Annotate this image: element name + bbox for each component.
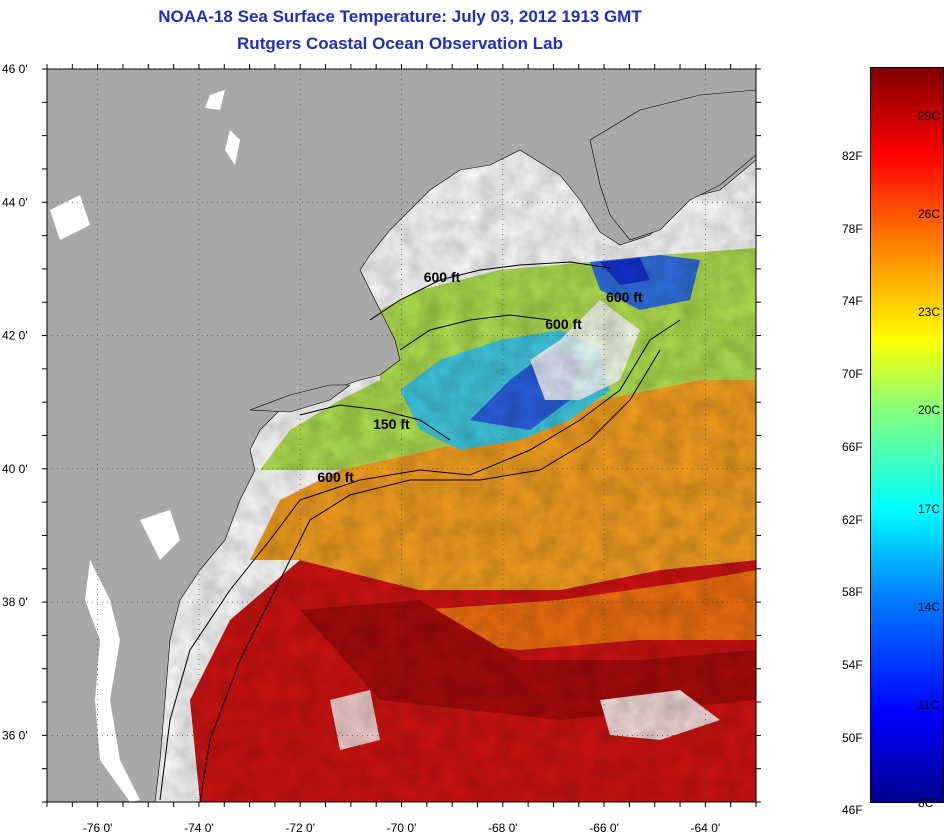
land-long-island: [249, 384, 351, 413]
colorbar-f-label: 70F: [842, 367, 863, 382]
colorbar-f-label: 62F: [842, 512, 863, 527]
colorbar-c-label: 20C: [918, 403, 941, 418]
colorbar-f-label: 74F: [842, 294, 863, 309]
lat-tick-label: 42 0': [2, 329, 28, 343]
lat-tick-label: 44 0': [2, 195, 28, 209]
lat-tick-label: 40 0': [2, 462, 28, 476]
colorbar-f-label: 82F: [842, 149, 863, 164]
lat-tick-label: 38 0': [2, 595, 28, 609]
delaware-bay: [140, 510, 180, 560]
land-mass: [47, 69, 756, 802]
colorbar-f-label: 46F: [842, 803, 863, 818]
lon-tick-label: -72 0': [285, 821, 315, 835]
contour-label: 600 ft: [606, 289, 643, 305]
colorbar-f-label: 50F: [842, 730, 863, 745]
inland-lake-3: [50, 195, 90, 240]
temperature-colorbar: [870, 67, 944, 803]
colorbar-c-label: 11C: [918, 697, 940, 712]
lon-tick-label: -68 0': [488, 821, 518, 835]
lat-tick-label: 46 0': [2, 62, 28, 76]
map-title: NOAA-18 Sea Surface Temperature: July 03…: [158, 7, 642, 26]
land-nova-scotia: [589, 89, 756, 241]
colorbar-f-label: 78F: [842, 221, 863, 236]
longitude-labels: -76 0' -74 0' -72 0' -70 0' -68 0' -66 0' -64 …: [83, 821, 720, 835]
bathymetry-contours: [159, 261, 681, 803]
colorbar-f-label: 66F: [842, 439, 863, 454]
lon-tick-label: -64 0': [691, 821, 721, 835]
colorbar-gradient: [870, 67, 944, 803]
lon-tick-label: -66 0': [589, 821, 619, 835]
colorbar-c-label: 14C: [918, 599, 941, 614]
contour-label: 150 ft: [373, 416, 410, 432]
colorbar-c-label: 29C: [918, 109, 941, 124]
contour-labels: 600 ft 600 ft 600 ft 150 ft 600 ft: [317, 269, 643, 485]
contour-label: 600 ft: [424, 269, 461, 285]
contour-label: 600 ft: [545, 316, 582, 332]
graticule: [47, 68, 756, 802]
colorbar-f-label: 54F: [842, 657, 863, 672]
inland-lake: [205, 90, 225, 110]
tick-marks: [42, 64, 761, 807]
inland-lake-2: [225, 130, 240, 165]
contour-label: 600 ft: [317, 469, 354, 485]
chesapeake-bay: [85, 560, 140, 802]
map-subtitle: Rutgers Coastal Ocean Observation Lab: [237, 34, 563, 53]
lon-tick-label: -70 0': [387, 821, 417, 835]
colorbar-f-label: 58F: [842, 585, 863, 600]
lon-tick-label: -74 0': [184, 821, 214, 835]
colorbar-c-label: 23C: [918, 305, 941, 320]
lon-tick-label: -76 0': [83, 821, 113, 835]
lat-tick-label: 36 0': [2, 728, 28, 742]
colorbar-c-label: 17C: [918, 501, 941, 516]
colorbar-c-label: 8C: [918, 796, 934, 810]
latitude-labels: 46 0' 44 0' 42 0' 40 0' 38 0' 36 0': [2, 62, 28, 742]
colorbar-c-label: 26C: [918, 207, 941, 222]
